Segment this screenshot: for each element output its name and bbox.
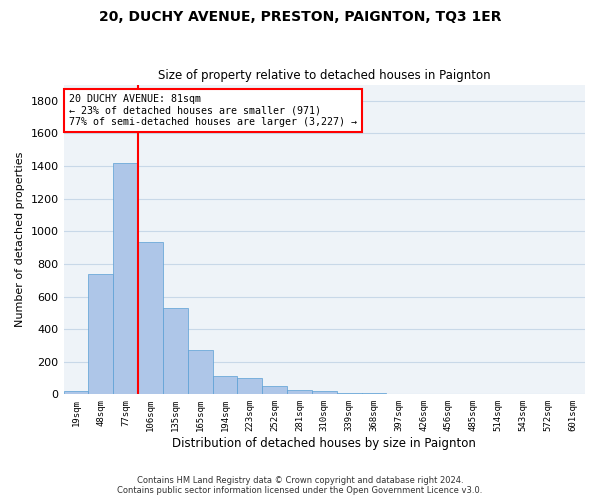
Bar: [163, 308, 188, 394]
Title: Size of property relative to detached houses in Paignton: Size of property relative to detached ho…: [158, 69, 491, 82]
Bar: [64, 391, 88, 394]
Text: 20, DUCHY AVENUE, PRESTON, PAIGNTON, TQ3 1ER: 20, DUCHY AVENUE, PRESTON, PAIGNTON, TQ3…: [99, 10, 501, 24]
Y-axis label: Number of detached properties: Number of detached properties: [15, 152, 25, 327]
X-axis label: Distribution of detached houses by size in Paignton: Distribution of detached houses by size …: [172, 437, 476, 450]
Bar: [362, 393, 386, 394]
Text: 20 DUCHY AVENUE: 81sqm
← 23% of detached houses are smaller (971)
77% of semi-de: 20 DUCHY AVENUE: 81sqm ← 23% of detached…: [69, 94, 357, 127]
Bar: [212, 376, 238, 394]
Bar: [312, 392, 337, 394]
Bar: [138, 242, 163, 394]
Bar: [188, 350, 212, 395]
Bar: [287, 390, 312, 394]
Bar: [113, 163, 138, 394]
Text: Contains HM Land Registry data © Crown copyright and database right 2024.
Contai: Contains HM Land Registry data © Crown c…: [118, 476, 482, 495]
Bar: [337, 392, 362, 394]
Bar: [238, 378, 262, 394]
Bar: [262, 386, 287, 394]
Bar: [88, 274, 113, 394]
